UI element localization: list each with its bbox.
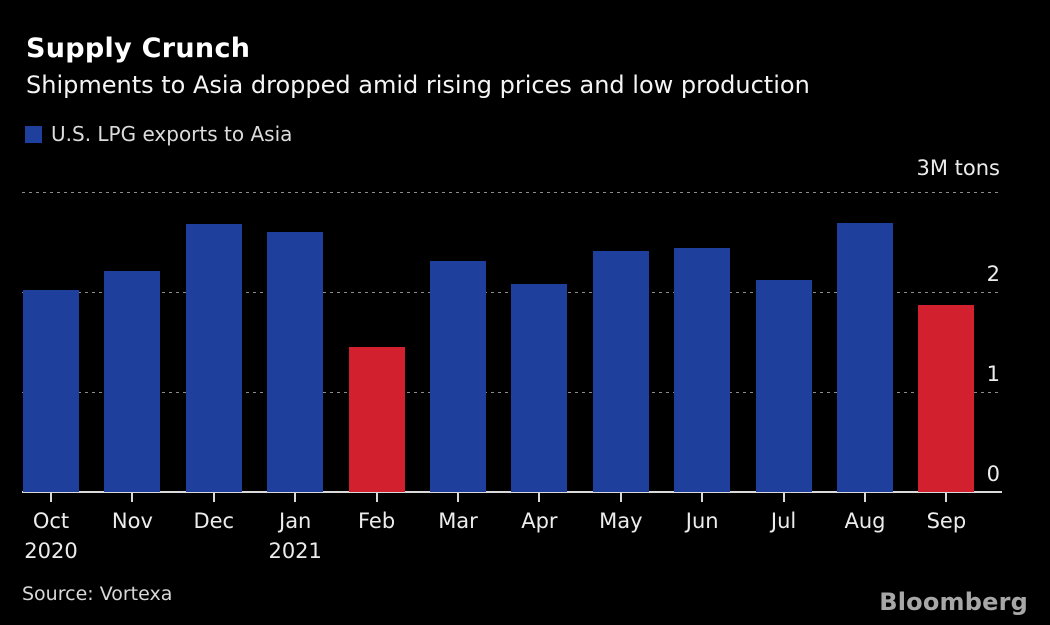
x-tick-mar bbox=[457, 492, 459, 502]
bar-sep bbox=[918, 305, 975, 492]
x-tick-dec bbox=[212, 492, 215, 502]
x-label-nov: Nov bbox=[111, 509, 153, 533]
legend-label: U.S. LPG exports to Asia bbox=[51, 122, 293, 146]
bar-mar bbox=[430, 261, 486, 492]
x-tick-nov bbox=[131, 492, 134, 502]
x-label-jan: Jan bbox=[279, 509, 312, 533]
bar-jun bbox=[674, 248, 731, 492]
x-tick-apr bbox=[538, 492, 541, 502]
bloomberg-logo: Bloomberg bbox=[879, 588, 1028, 616]
x-tick-sep bbox=[945, 492, 948, 502]
bar-feb bbox=[348, 347, 405, 492]
x-label-may: May bbox=[599, 509, 643, 533]
x-tick-jul bbox=[782, 492, 785, 502]
x-tick-jan bbox=[294, 492, 297, 502]
x-label-dec: Dec bbox=[193, 509, 235, 533]
bar-nov bbox=[104, 271, 161, 492]
bar-aug bbox=[837, 223, 893, 492]
x-label-mar: Mar bbox=[438, 509, 478, 533]
plot-area bbox=[22, 192, 1002, 502]
x-label-jun: Jun bbox=[685, 509, 719, 533]
chart-title: Supply Crunch bbox=[26, 33, 251, 64]
bar-jan bbox=[267, 232, 324, 492]
bar-dec bbox=[185, 224, 242, 492]
source-label: Source: Vortexa bbox=[22, 583, 173, 605]
bar-may bbox=[592, 251, 649, 492]
x-tick-jun bbox=[701, 492, 704, 502]
x-label-feb: Feb bbox=[358, 509, 396, 533]
y-tick-label-2: 2 bbox=[986, 262, 1000, 286]
legend-swatch-icon bbox=[25, 125, 42, 143]
y-axis-unit-label: 3M tons bbox=[916, 156, 1001, 180]
x-label-jul: Jul bbox=[770, 509, 797, 533]
x-label-sep: Sep bbox=[926, 509, 967, 533]
x-tick-feb bbox=[375, 492, 378, 502]
x-axis-line bbox=[22, 491, 1002, 493]
x-tick-oct bbox=[50, 492, 52, 502]
x-tick-may bbox=[619, 492, 622, 502]
chart-subtitle: Shipments to Asia dropped amid rising pr… bbox=[26, 71, 810, 99]
x-label-aug: Aug bbox=[844, 509, 886, 533]
x-label-apr: Apr bbox=[521, 509, 558, 533]
x-tick-aug bbox=[864, 492, 866, 502]
y-tick-label-1: 1 bbox=[986, 362, 1000, 386]
x-label-oct: Oct bbox=[32, 509, 70, 533]
x-year-label-2021: 2021 bbox=[268, 539, 322, 563]
y-tick-label-0: 0 bbox=[986, 462, 1000, 486]
bar-oct bbox=[23, 290, 79, 492]
gridline-y3 bbox=[22, 192, 1002, 193]
legend: U.S. LPG exports to Asia bbox=[25, 122, 293, 146]
x-year-label-2020: 2020 bbox=[24, 539, 78, 563]
bar-apr bbox=[511, 284, 568, 492]
bar-jul bbox=[755, 280, 812, 492]
